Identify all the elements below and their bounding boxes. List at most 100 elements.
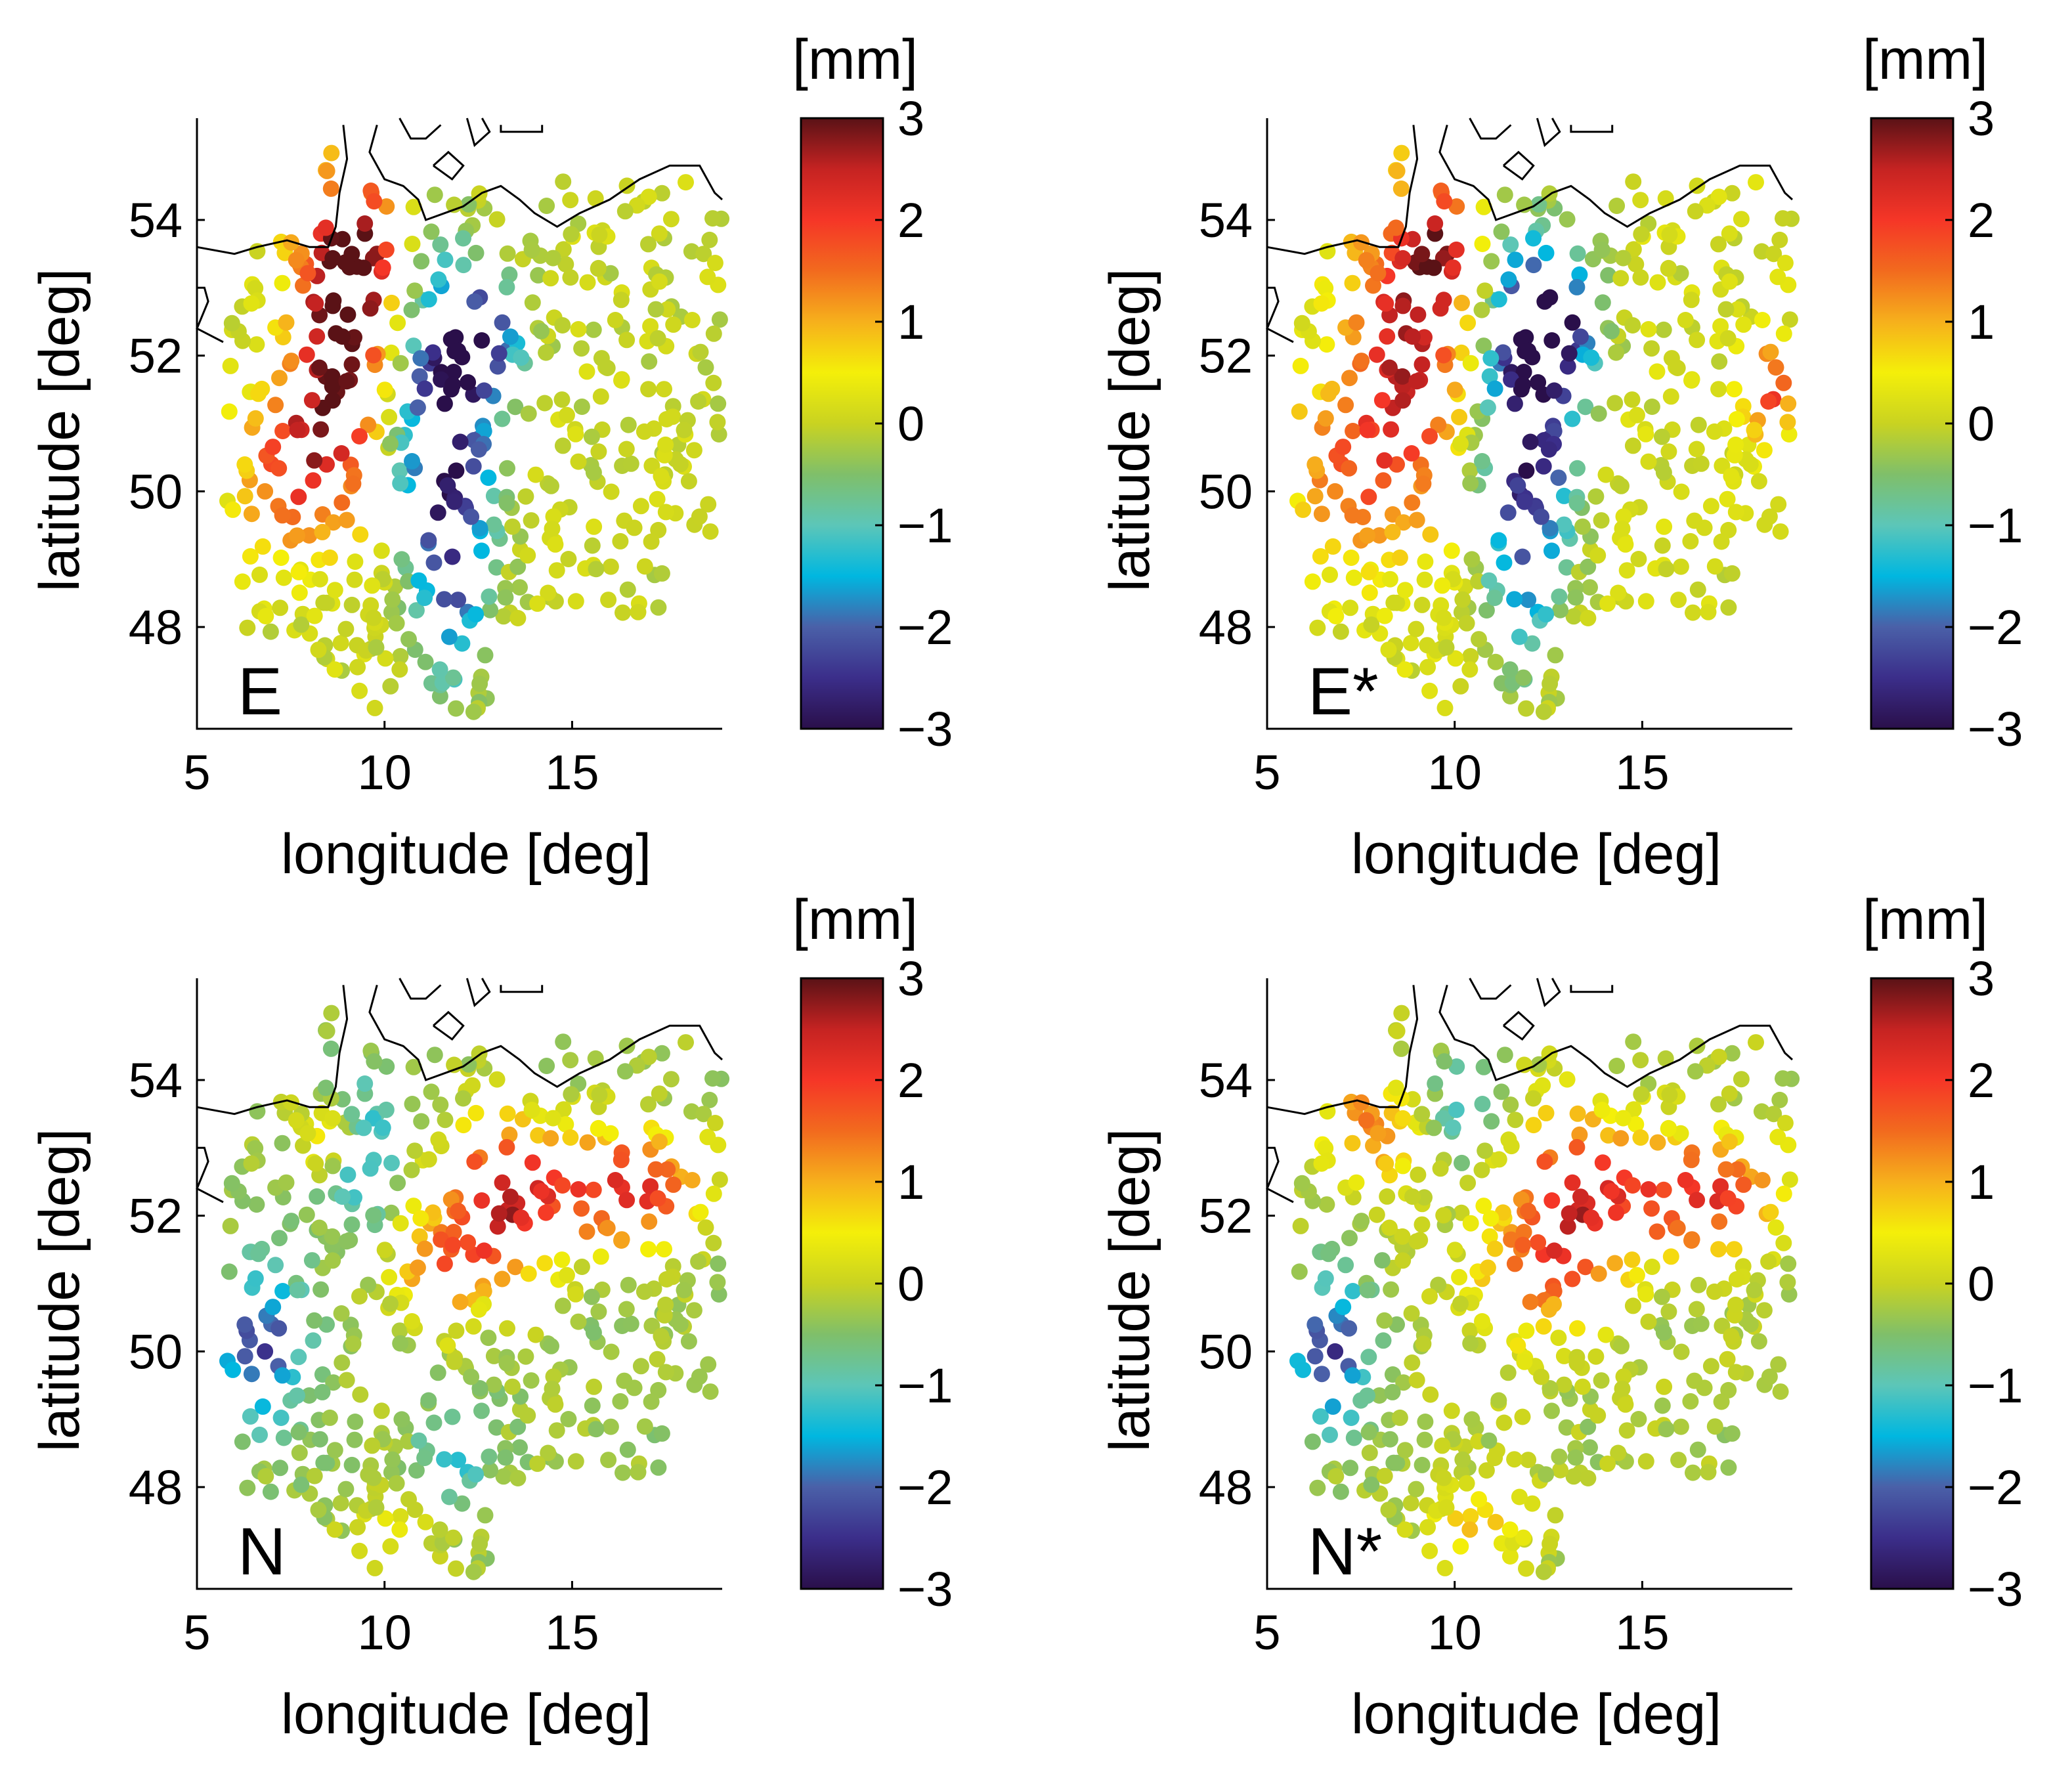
- station-point: [592, 388, 609, 405]
- station-point: [1572, 1188, 1589, 1205]
- station-point: [1379, 1188, 1396, 1205]
- station-point: [1451, 408, 1468, 425]
- station-point: [1656, 1378, 1673, 1395]
- station-point: [1721, 225, 1738, 242]
- station-point: [1342, 599, 1359, 617]
- station-point: [1520, 1202, 1537, 1219]
- station-point: [1594, 294, 1611, 311]
- station-point: [509, 1470, 527, 1486]
- station-point: [362, 1160, 379, 1177]
- station-point: [1394, 1252, 1412, 1269]
- station-point: [544, 520, 561, 537]
- station-point: [324, 368, 341, 385]
- station-point: [1711, 353, 1728, 370]
- station-point: [471, 675, 488, 692]
- x-axis-label: longitude [deg]: [1351, 823, 1721, 886]
- station-point: [657, 1296, 674, 1313]
- station-point: [324, 1157, 341, 1175]
- station-point: [430, 1131, 447, 1148]
- station-point: [1365, 1137, 1381, 1154]
- station-point: [1454, 1451, 1471, 1468]
- station-point: [1775, 210, 1791, 227]
- station-point: [1516, 1353, 1533, 1370]
- station-point: [562, 1129, 579, 1146]
- station-point: [1780, 1255, 1797, 1272]
- station-point: [1520, 342, 1537, 359]
- station-point: [560, 1411, 577, 1427]
- station-point: [1525, 257, 1542, 274]
- coastline-segment: [1266, 286, 1294, 343]
- station-point: [1542, 1535, 1559, 1552]
- station-point: [1615, 508, 1632, 525]
- station-point: [448, 1322, 465, 1339]
- station-point: [236, 456, 253, 473]
- station-point: [463, 1368, 480, 1385]
- station-point: [1569, 1320, 1586, 1337]
- station-point: [1408, 1481, 1425, 1498]
- y-axis-label: latitude [deg]: [28, 1129, 91, 1452]
- station-point: [1587, 488, 1605, 505]
- station-point: [1572, 328, 1589, 345]
- station-point: [1375, 1332, 1392, 1349]
- station-point: [446, 1353, 463, 1370]
- station-point: [393, 551, 410, 568]
- station-point: [1478, 602, 1495, 619]
- station-point: [1490, 291, 1507, 308]
- station-point: [504, 1378, 521, 1395]
- station-point: [590, 443, 607, 460]
- station-point: [242, 1408, 259, 1425]
- colorbar-ticks: 3 2 1 0 −1 −2 −3: [1945, 951, 2023, 1616]
- station-point: [602, 1418, 619, 1435]
- station-point: [466, 293, 483, 310]
- station-point: [1506, 591, 1523, 608]
- station-point: [695, 1106, 712, 1123]
- station-point: [405, 1058, 422, 1075]
- station-point: [332, 635, 349, 651]
- station-point: [1320, 385, 1337, 402]
- station-point: [499, 1320, 515, 1337]
- station-point: [409, 399, 426, 416]
- station-point: [616, 1063, 634, 1080]
- station-point: [1490, 532, 1507, 549]
- station-point: [1530, 1234, 1547, 1251]
- station-point: [1558, 559, 1575, 576]
- station-point: [1452, 1538, 1469, 1555]
- station-point: [1501, 661, 1519, 678]
- station-point: [1657, 1050, 1674, 1067]
- station-point: [658, 411, 675, 427]
- y-tick-label: 48: [1199, 1460, 1253, 1515]
- station-point: [1454, 1154, 1470, 1171]
- station-point: [1643, 340, 1660, 357]
- station-point: [1395, 514, 1412, 531]
- station-point: [1393, 144, 1410, 162]
- station-point: [563, 1086, 580, 1103]
- station-point: [1444, 1119, 1461, 1136]
- station-point: [700, 1356, 717, 1373]
- station-point: [444, 376, 461, 393]
- station-point: [711, 1171, 728, 1188]
- station-point: [1389, 162, 1406, 179]
- station-point: [1291, 1263, 1308, 1280]
- station-point: [517, 1348, 534, 1365]
- station-point: [1432, 1160, 1449, 1177]
- station-point: [662, 1071, 680, 1088]
- station-point: [509, 610, 527, 626]
- station-point: [445, 1224, 462, 1240]
- station-point: [1475, 337, 1492, 355]
- station-point: [573, 340, 590, 357]
- station-point: [1525, 1117, 1542, 1134]
- station-point: [384, 1451, 401, 1468]
- station-point: [555, 173, 572, 190]
- station-point: [383, 1204, 400, 1221]
- station-point: [1451, 1268, 1468, 1286]
- station-point: [1380, 641, 1397, 659]
- station-point: [1727, 1296, 1744, 1313]
- station-point: [243, 1366, 260, 1383]
- station-point: [1477, 282, 1494, 299]
- station-point: [1777, 1115, 1794, 1131]
- station-point: [1590, 1265, 1607, 1282]
- station-point: [1769, 269, 1786, 286]
- station-point: [381, 1268, 398, 1286]
- station-point: [254, 538, 271, 555]
- station-point: [1358, 251, 1375, 269]
